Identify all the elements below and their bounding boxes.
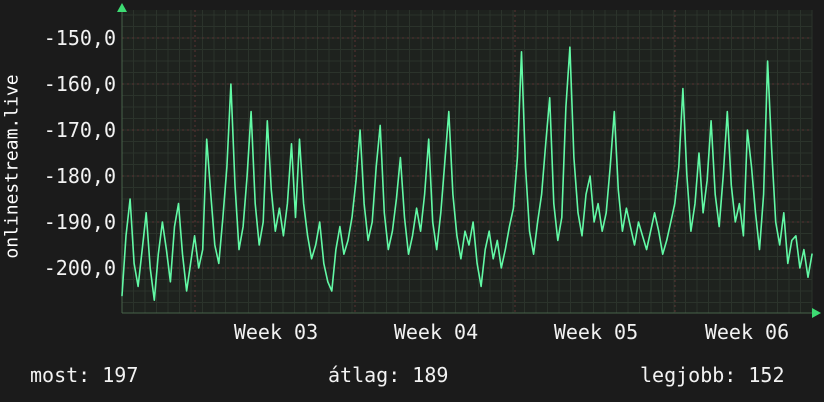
chart-line (121, 46, 813, 302)
x-axis-tick-label: Week 03 (233, 320, 319, 344)
up-arrow-icon (117, 3, 127, 12)
y-axis-tick-label: -200,0 (43, 256, 116, 280)
x-axis-tick-label: Week 06 (704, 320, 790, 344)
y-axis-tick-label: -180,0 (43, 164, 116, 188)
stat-most: most: 197 (30, 363, 139, 387)
y-axis-tick-label: -190,0 (43, 210, 116, 234)
y-axis-tick-label: -170,0 (43, 118, 116, 142)
x-axis-tick-label: Week 05 (553, 320, 639, 344)
x-axis-tick-label: Week 04 (393, 320, 479, 344)
right-arrow-icon (812, 308, 821, 318)
y-axis-tick-label: -160,0 (43, 72, 116, 96)
stat-legjobb: legjobb: 152 (640, 363, 785, 387)
stat-atlag: átlag: 189 (328, 363, 449, 387)
y-axis-tick-label: -150,0 (43, 26, 116, 50)
